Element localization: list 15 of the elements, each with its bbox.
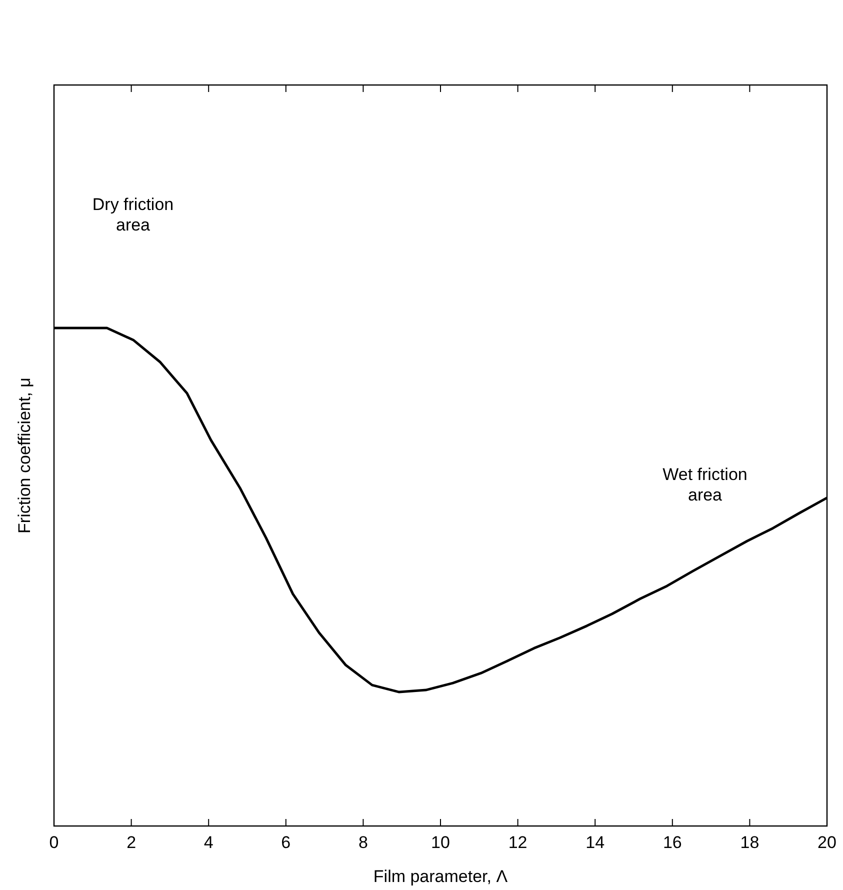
annotation: Wet friction area: [662, 465, 748, 504]
x-tick-label: 12: [508, 833, 528, 852]
x-tick-label: 20: [818, 833, 836, 852]
x-tick-label: 18: [740, 833, 760, 852]
x-tick-label: 16: [662, 833, 682, 852]
x-tick-label: 8: [358, 833, 368, 852]
x-tick-label: 14: [586, 833, 605, 852]
text: Dry friction area: [92, 195, 174, 234]
x-tick-label: 2: [126, 833, 136, 852]
x-tick-label: 10: [431, 833, 450, 852]
y-axis-title: Friction coefficient, μ: [15, 378, 34, 534]
x-tick-label: 0: [49, 833, 59, 852]
x-tick-label: 6: [281, 833, 291, 852]
x-axis-title: Film parameter, Λ: [373, 867, 508, 886]
x-tick-label: 4: [204, 833, 214, 852]
